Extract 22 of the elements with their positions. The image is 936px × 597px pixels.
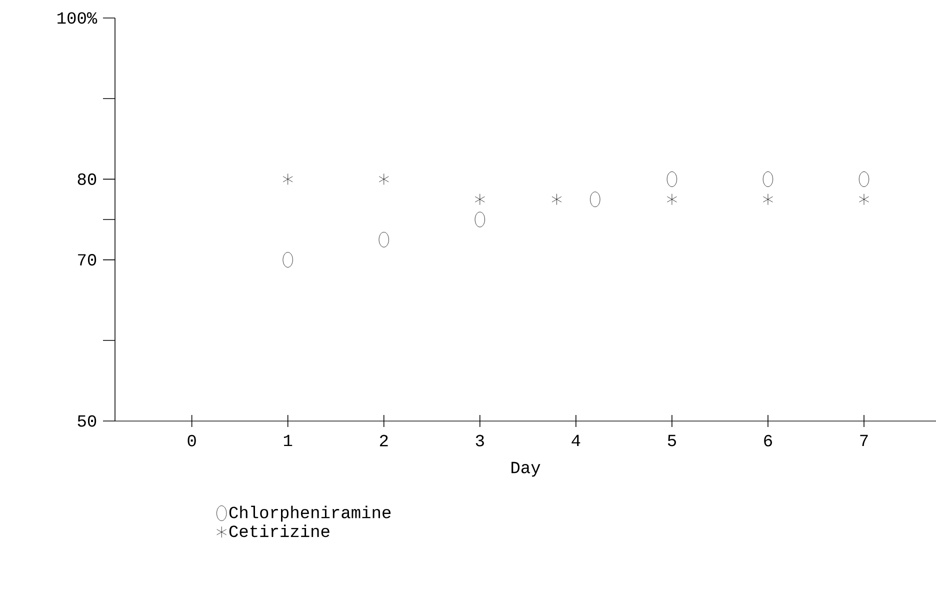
y-tick-label: 70 (78, 254, 96, 266)
legend-label: Chlorpheniramine (229, 506, 391, 522)
x-tick-label: 7 (860, 434, 868, 446)
x-tick-label: 1 (284, 434, 292, 446)
point (474, 194, 485, 206)
legend-label: Cetirizine (229, 524, 330, 538)
x-tick-label: 3 (476, 434, 484, 446)
point (378, 173, 389, 185)
point (859, 194, 869, 206)
x-tick-label: 2 (380, 434, 388, 446)
y-tick-label: 100% (58, 12, 98, 24)
y-tick-label: 80 (78, 173, 96, 185)
point (282, 173, 293, 185)
point (763, 194, 773, 206)
x-axis-title: Day (512, 462, 540, 477)
point (666, 194, 677, 206)
x-tick-label: 0 (188, 434, 196, 446)
y-tick-label: 50 (78, 415, 96, 427)
x-tick-label: 4 (572, 434, 580, 446)
point (552, 194, 562, 206)
x-tick-label: 6 (764, 434, 772, 446)
x-tick-label: 5 (668, 434, 676, 446)
